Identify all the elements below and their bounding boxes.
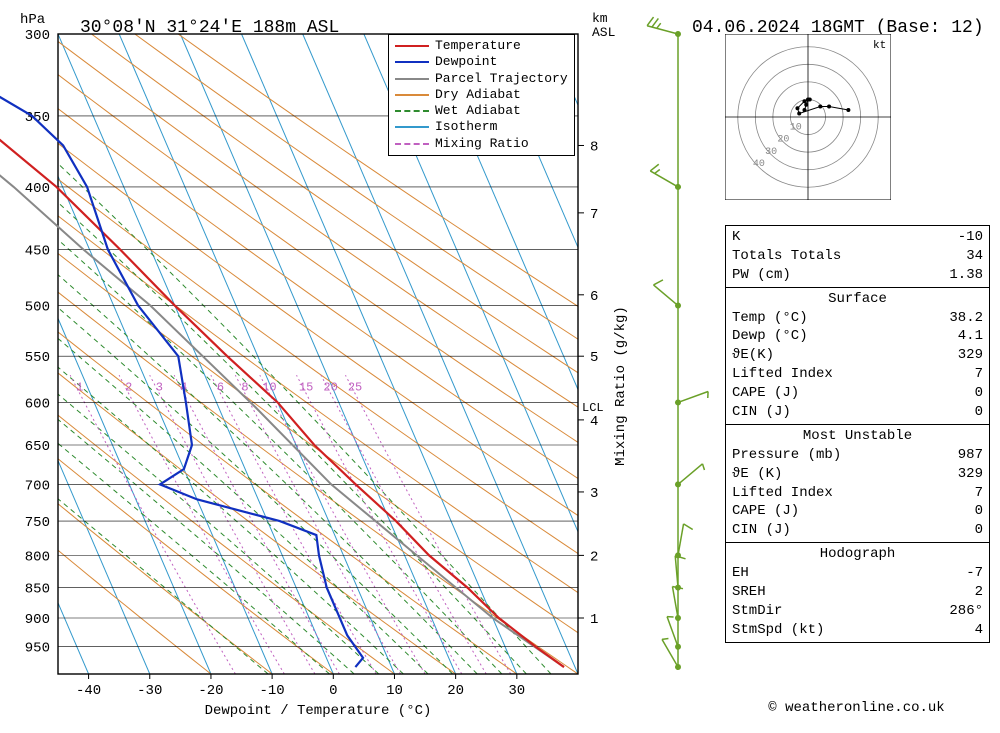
svg-text:10: 10 <box>790 122 802 133</box>
table-row: CIN (J)0 <box>732 521 983 540</box>
svg-text:5: 5 <box>590 350 598 366</box>
svg-text:-20: -20 <box>198 683 223 699</box>
svg-text:800: 800 <box>25 549 50 565</box>
svg-text:ASL: ASL <box>592 25 615 40</box>
svg-text:6: 6 <box>217 381 224 395</box>
page: 30°08'N 31°24'E 188m ASL 04.06.2024 18GM… <box>0 0 1000 733</box>
svg-text:LCL: LCL <box>582 401 604 415</box>
svg-text:30: 30 <box>508 683 525 699</box>
skewt-chart: 1234681015202595090085080075070065060055… <box>0 0 720 733</box>
table-row: Dewp (°C)4.1 <box>732 327 983 346</box>
svg-text:8: 8 <box>241 381 248 395</box>
svg-text:-30: -30 <box>137 683 162 699</box>
table-row: EH-7 <box>732 564 983 583</box>
svg-text:3: 3 <box>156 381 163 395</box>
svg-text:950: 950 <box>25 641 50 657</box>
svg-text:Mixing Ratio (g/kg): Mixing Ratio (g/kg) <box>613 306 629 466</box>
table-row: PW (cm)1.38 <box>732 266 983 285</box>
table-row: CIN (J)0 <box>732 403 983 422</box>
svg-text:650: 650 <box>25 439 50 455</box>
hodograph: 10203040 kt <box>725 34 891 200</box>
svg-text:30: 30 <box>765 147 777 158</box>
svg-text:10: 10 <box>262 381 276 395</box>
table-section-header: Surface <box>732 290 983 309</box>
svg-text:kt: kt <box>873 40 886 52</box>
svg-text:7: 7 <box>590 207 598 223</box>
svg-text:750: 750 <box>25 515 50 531</box>
svg-text:20: 20 <box>777 135 789 146</box>
svg-text:40: 40 <box>753 159 765 170</box>
svg-text:550: 550 <box>25 350 50 366</box>
legend-label: Mixing Ratio <box>435 136 529 152</box>
table-row: ϑE(K)329 <box>732 346 983 365</box>
svg-text:-10: -10 <box>260 683 285 699</box>
indices-table: K-10Totals Totals34PW (cm)1.38 SurfaceTem… <box>725 225 990 643</box>
legend-label: Wet Adiabat <box>435 103 521 119</box>
svg-text:8: 8 <box>590 139 598 155</box>
svg-text:600: 600 <box>25 396 50 412</box>
svg-text:3: 3 <box>590 486 598 502</box>
svg-text:Dewpoint / Temperature (°C): Dewpoint / Temperature (°C) <box>205 703 432 719</box>
svg-text:2: 2 <box>590 549 598 565</box>
table-section-header: Hodograph <box>732 545 983 564</box>
svg-text:1: 1 <box>76 381 83 395</box>
svg-text:km: km <box>592 11 608 26</box>
table-row: SREH2 <box>732 583 983 602</box>
table-row: Lifted Index7 <box>732 365 983 384</box>
svg-text:6: 6 <box>590 289 598 305</box>
table-row: ϑE (K)329 <box>732 465 983 484</box>
svg-text:4: 4 <box>590 414 598 430</box>
table-row: StmDir286° <box>732 602 983 621</box>
legend: TemperatureDewpointParcel TrajectoryDry … <box>388 34 575 156</box>
copyright: © weatheronline.co.uk <box>725 700 988 716</box>
table-row: CAPE (J)0 <box>732 502 983 521</box>
table-row: StmSpd (kt)4 <box>732 621 983 640</box>
table-row: K-10 <box>732 228 983 247</box>
legend-label: Parcel Trajectory <box>435 71 568 87</box>
svg-text:300: 300 <box>25 28 50 44</box>
svg-text:-40: -40 <box>76 683 101 699</box>
svg-text:350: 350 <box>25 110 50 126</box>
svg-text:450: 450 <box>25 244 50 260</box>
svg-text:2: 2 <box>125 381 132 395</box>
legend-label: Dewpoint <box>435 54 497 70</box>
svg-text:1: 1 <box>590 612 598 628</box>
svg-text:20: 20 <box>447 683 464 699</box>
table-row: Totals Totals34 <box>732 247 983 266</box>
svg-text:850: 850 <box>25 582 50 598</box>
table-row: CAPE (J)0 <box>732 384 983 403</box>
svg-text:900: 900 <box>25 612 50 628</box>
svg-text:25: 25 <box>348 381 362 395</box>
svg-text:15: 15 <box>299 381 313 395</box>
legend-label: Dry Adiabat <box>435 87 521 103</box>
svg-text:20: 20 <box>323 381 337 395</box>
legend-label: Temperature <box>435 38 521 54</box>
table-row: Pressure (mb)987 <box>732 446 983 465</box>
svg-text:700: 700 <box>25 478 50 494</box>
svg-text:0: 0 <box>329 683 337 699</box>
svg-text:400: 400 <box>25 181 50 197</box>
table-row: Lifted Index7 <box>732 484 983 503</box>
table-row: Temp (°C)38.2 <box>732 309 983 328</box>
table-section-header: Most Unstable <box>732 427 983 446</box>
legend-label: Isotherm <box>435 119 497 135</box>
svg-text:10: 10 <box>386 683 403 699</box>
svg-text:500: 500 <box>25 300 50 316</box>
